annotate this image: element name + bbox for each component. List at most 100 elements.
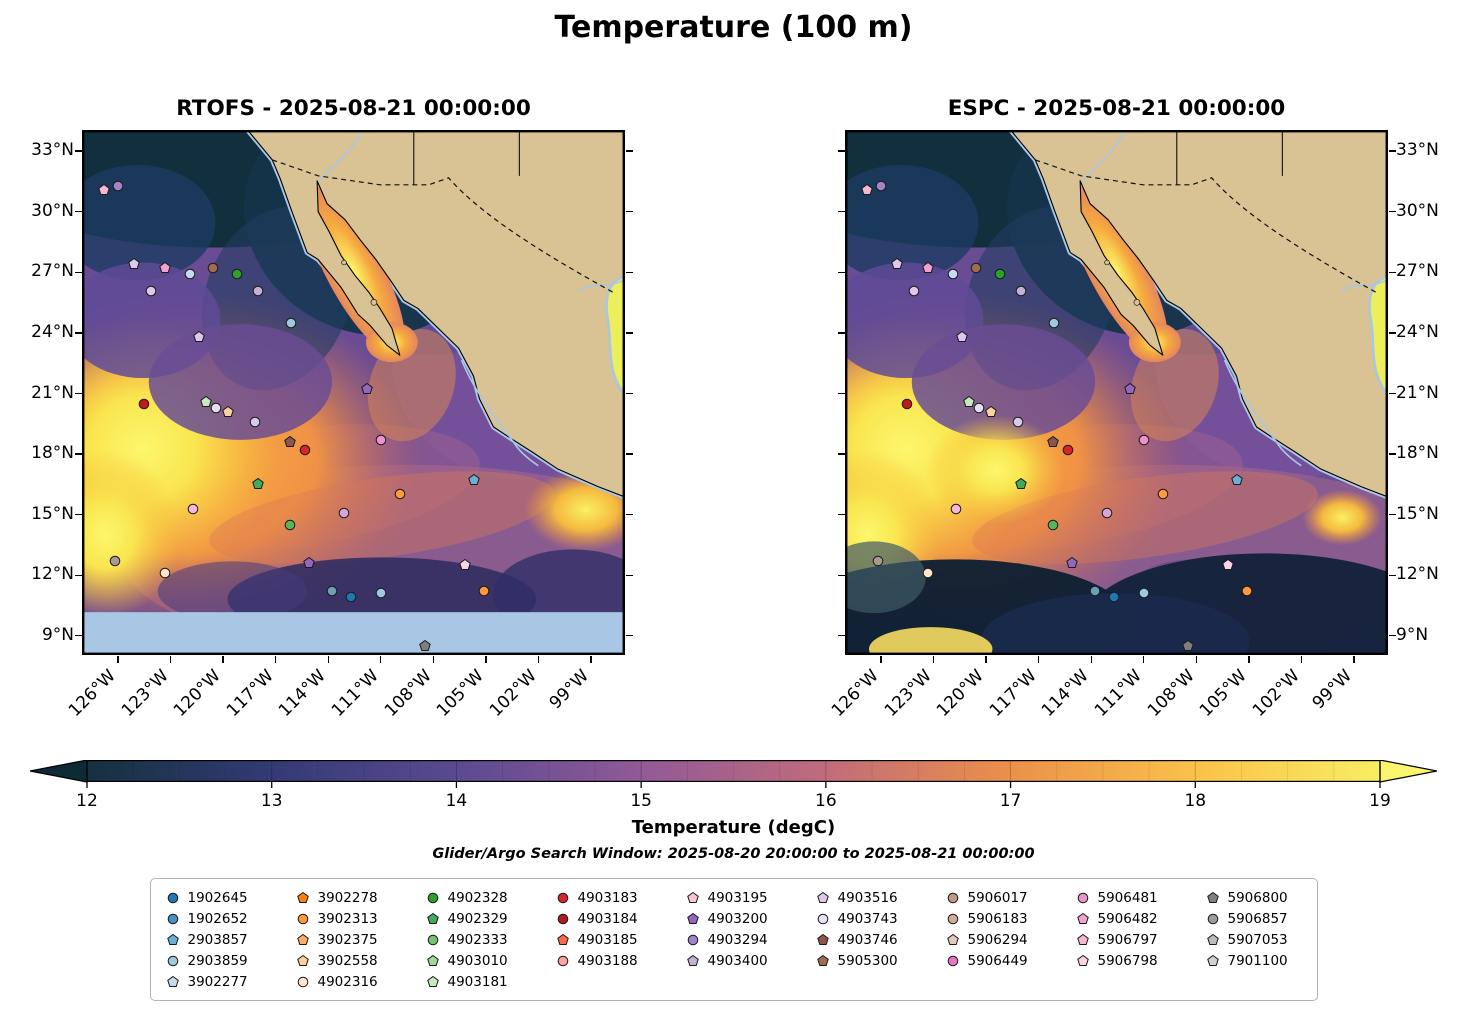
float-marker <box>112 180 124 192</box>
legend-label: 7901100 <box>1227 952 1288 969</box>
pentagon-marker-icon <box>686 891 699 904</box>
float-marker <box>252 285 264 297</box>
panel-rtofs: RTOFS - 2025-08-21 00:00:00 33°N 30°N 27°N… <box>31 96 633 744</box>
pentagon-marker-icon <box>816 933 829 946</box>
legend-label: 4903516 <box>837 889 898 906</box>
float-marker <box>1048 317 1060 329</box>
x-tick-mark <box>590 655 592 663</box>
float-marker <box>109 555 121 567</box>
map-field <box>83 131 624 654</box>
legend-item-3902278: 3902278 <box>296 887 391 908</box>
x-tick-label: 117°W <box>985 665 1041 721</box>
legend-item-4903010: 4903010 <box>426 950 521 971</box>
legend-label: 5906800 <box>1227 889 1288 906</box>
legend-item-4903185: 4903185 <box>556 929 651 950</box>
x-tick-label: 105°W <box>432 665 488 721</box>
circle-marker-icon <box>1207 913 1219 925</box>
float-marker <box>199 395 212 408</box>
y-tick-mark <box>837 392 845 395</box>
x-tick-label: 105°W <box>1195 665 1251 721</box>
y-tick-mark <box>1388 271 1396 274</box>
pentagon-marker-icon <box>1206 891 1219 904</box>
y-tick-label: 21°N <box>1396 382 1439 403</box>
legend-label: 4903743 <box>837 910 898 927</box>
legend-item-4903188: 4903188 <box>557 950 651 971</box>
circle-marker-icon <box>687 934 699 946</box>
colorbar-tick-label: 18 <box>1184 791 1207 811</box>
float-marker <box>192 330 205 343</box>
axis-ticks <box>74 131 633 663</box>
x-tick-label: 126°W <box>828 665 884 721</box>
y-tick-mark <box>74 211 82 213</box>
axis-ticks <box>837 131 1396 663</box>
circle-marker-icon <box>947 955 959 967</box>
legend-label: 4903294 <box>707 931 768 948</box>
legend-label: 5906798 <box>1097 952 1158 969</box>
y-tick-mark <box>625 574 633 576</box>
float-marker <box>231 268 243 280</box>
x-tick-mark <box>1195 655 1197 663</box>
float-marker <box>478 585 490 597</box>
float-marker <box>1015 285 1027 297</box>
circle-marker-icon <box>557 892 569 904</box>
float-marker <box>187 503 199 515</box>
y-tick-mark <box>74 453 82 455</box>
circle-marker-icon <box>167 955 179 967</box>
x-tick-label: 114°W <box>1038 665 1094 721</box>
legend-label: 5906481 <box>1097 889 1158 906</box>
legend-item-5906800: 5906800 <box>1206 887 1301 908</box>
circle-marker-icon <box>557 913 569 925</box>
x-tick-mark <box>380 655 382 663</box>
y-tick-label: 18°N <box>1396 443 1439 464</box>
float-marker <box>1123 383 1136 395</box>
y-tick-mark <box>837 574 845 576</box>
float-marker <box>283 435 296 448</box>
float-marker <box>947 268 959 280</box>
map-field <box>846 131 1387 654</box>
circle-marker-icon <box>817 913 829 925</box>
float-marker <box>1222 559 1234 571</box>
legend-item-4902328: 4902328 <box>427 887 521 908</box>
float-marker <box>207 262 219 274</box>
float-marker <box>1062 444 1074 456</box>
legend-item-5906857: 5906857 <box>1207 908 1301 929</box>
float-marker <box>875 180 887 192</box>
y-tick-mark <box>837 150 845 152</box>
float-marker <box>303 556 315 569</box>
x-tick-mark <box>432 655 434 663</box>
float-marker <box>252 478 264 490</box>
y-tick-label: 15°N <box>1396 503 1439 524</box>
pentagon-marker-icon <box>556 933 569 946</box>
y-tick-label: 33°N <box>1396 140 1439 161</box>
pentagon-marker-icon <box>166 933 179 946</box>
float-marker <box>98 183 110 196</box>
legend-label: 2903859 <box>187 952 248 969</box>
legend-label: 5906183 <box>967 910 1028 927</box>
float-marker <box>1181 639 1194 652</box>
y-tick-label: 27°N <box>1396 261 1439 282</box>
circle-marker-icon <box>1077 892 1089 904</box>
float-marker-layer <box>846 131 1387 654</box>
legend-label: 4903195 <box>707 889 768 906</box>
float-marker <box>922 567 934 579</box>
y-tick-mark <box>1388 332 1396 334</box>
x-tick-mark <box>1037 655 1040 663</box>
y-tick-label: 15°N <box>31 503 74 524</box>
legend-label: 4902316 <box>317 973 378 990</box>
x-tick-label: 111°W <box>1090 665 1146 721</box>
x-tick-mark <box>274 655 277 663</box>
float-marker-layer <box>83 131 624 654</box>
float-marker <box>973 402 985 414</box>
legend-label: 1902652 <box>187 910 248 927</box>
legend-item-3902313: 3902313 <box>297 908 391 929</box>
x-tick-label: 111°W <box>327 665 383 721</box>
legend-item-5906183: 5906183 <box>947 908 1041 929</box>
circle-marker-icon <box>947 913 959 925</box>
pentagon-marker-icon <box>296 933 309 946</box>
legend-item-4902316: 4902316 <box>297 971 391 992</box>
legend-item-1902645: 1902645 <box>167 887 261 908</box>
float-marker <box>861 183 873 196</box>
colorbar-gradient <box>29 759 1438 788</box>
legend-item-2903859: 2903859 <box>167 950 261 971</box>
pentagon-marker-icon <box>816 891 829 904</box>
